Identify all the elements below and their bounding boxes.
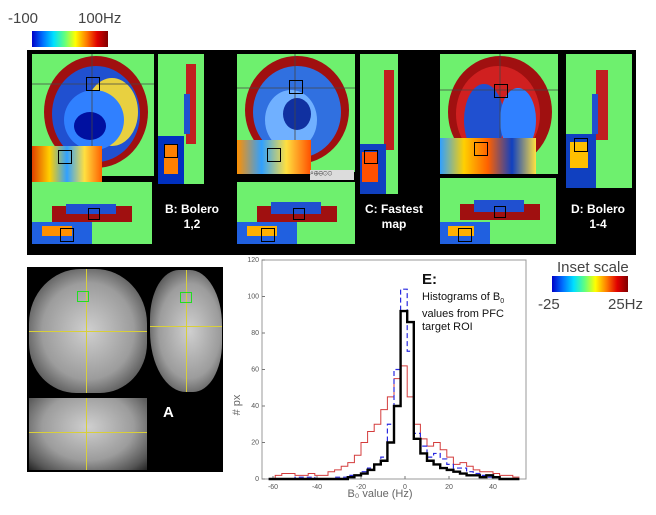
- colorbar-inset-max-label: 25Hz: [608, 296, 644, 313]
- caption-line: map: [381, 217, 407, 231]
- desc-text: Histograms of B: [422, 291, 501, 303]
- roi-box: [494, 206, 506, 218]
- desc-line-2: values from PFC: [422, 308, 504, 321]
- panel-c-inset: [237, 140, 311, 174]
- roi-box: [474, 142, 488, 156]
- roi-box: [267, 148, 281, 162]
- roi-box: [164, 144, 178, 158]
- y-tick-label: 20: [251, 440, 259, 447]
- roi-box: [60, 228, 74, 242]
- x-tick-label: 0: [403, 484, 407, 491]
- roi-box: [58, 150, 72, 164]
- desc-subscript: 0: [500, 298, 505, 306]
- roi-box: [458, 228, 472, 242]
- colorbar-inset-gradient: [552, 276, 628, 292]
- panel-d-sagittal-map: [566, 54, 632, 188]
- x-tick-label: 40: [489, 484, 497, 491]
- panel-b-inset: [32, 146, 102, 182]
- crosshair-vertical: [86, 398, 87, 470]
- histogram-series-line: [268, 365, 520, 480]
- crosshair-horizontal: [29, 331, 147, 332]
- panel-b-coronal-map: [32, 182, 152, 244]
- y-axis-label: # px: [231, 394, 243, 415]
- histogram-svg: -60 -40 -20 0 20 40 0 20 40 60 80 100 120 B₀ value …: [231, 257, 527, 500]
- roi-box: [289, 80, 303, 94]
- colorbar-inset-min-label: -25: [538, 296, 560, 313]
- roi-box: [293, 208, 305, 220]
- roi-box: [574, 138, 588, 152]
- x-tick-label: -60: [268, 484, 278, 491]
- colorbar-inset-title: Inset scale: [557, 259, 629, 276]
- y-tick-label: 40: [251, 403, 259, 410]
- panel-d-coronal-map: [440, 178, 556, 244]
- histogram-chart: -60 -40 -20 0 20 40 0 20 40 60 80 100 120 B₀ value …: [230, 255, 530, 505]
- zoom-toolbar[interactable]: ⌕⊕⊖⊙⊙: [310, 170, 354, 180]
- caption-line: D: Bolero: [571, 202, 625, 216]
- panel-e-label: E:: [422, 271, 437, 288]
- x-tick-label: -40: [312, 484, 322, 491]
- panel-b-sagittal-map: [158, 54, 204, 184]
- y-tick-label: 0: [255, 476, 259, 483]
- colorbar-gradient: [32, 31, 108, 47]
- y-tick-label: 120: [247, 257, 259, 264]
- colorbar-min-label: -100: [8, 10, 39, 27]
- y-tick-label: 80: [251, 330, 259, 337]
- x-tick-label: -20: [356, 484, 366, 491]
- x-axis-label: B₀ value (Hz): [347, 488, 412, 500]
- crosshair-vertical: [86, 269, 87, 393]
- panel-c-sagittal-map: [360, 54, 398, 194]
- x-tick-label: 20: [445, 484, 453, 491]
- crosshair-horizontal: [29, 432, 147, 433]
- histogram-series-line: [268, 309, 520, 481]
- roi-box: [77, 291, 89, 302]
- panel-c-caption: C: Fastest map: [350, 202, 438, 232]
- y-tick-label: 100: [247, 294, 259, 301]
- panel-b-caption: B: Bolero 1,2: [150, 202, 234, 232]
- panel-a-caption: A: [163, 404, 174, 421]
- crosshair-vertical: [186, 270, 187, 392]
- panel-c-coronal-map: [237, 182, 355, 244]
- roi-box: [261, 228, 275, 242]
- panel-e-description: Histograms of B0 values from PFC target …: [422, 291, 504, 334]
- axial-t1-image: [29, 269, 147, 393]
- desc-line-3: target ROI: [422, 321, 473, 334]
- roi-box: [494, 84, 508, 98]
- caption-line: 1,2: [183, 217, 201, 231]
- panel-d-inset: [440, 138, 536, 174]
- caption-line: C: Fastest: [364, 202, 423, 216]
- panel-d-caption: D: Bolero 1-4: [560, 202, 636, 232]
- coronal-t1-image: [29, 398, 147, 470]
- colorbar-max-label: 100Hz: [78, 10, 122, 27]
- caption-line: B: Bolero: [165, 202, 219, 216]
- y-tick-label: 60: [251, 367, 259, 374]
- sagittal-t1-image: [150, 270, 222, 392]
- roi-box: [364, 150, 378, 164]
- roi-box: [180, 292, 192, 303]
- roi-box: [86, 77, 100, 91]
- caption-line: 1-4: [589, 217, 607, 231]
- roi-box: [88, 208, 100, 220]
- desc-line-1: Histograms of B0: [422, 291, 504, 308]
